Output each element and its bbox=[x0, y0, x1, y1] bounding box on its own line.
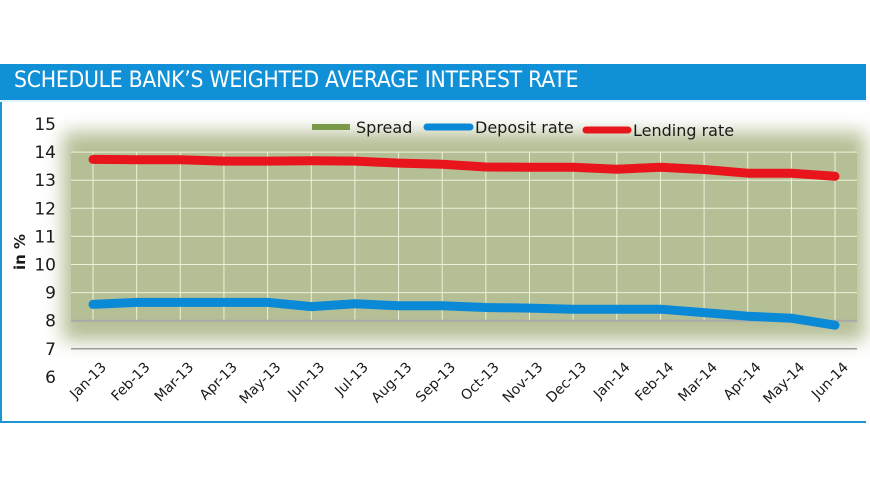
legend-label-spread: Spread bbox=[356, 118, 412, 137]
x-tick-Apr-14: Apr-14 bbox=[721, 359, 765, 403]
x-tick-May-13: May-13 bbox=[237, 360, 285, 408]
y-tick-labels: 6 7 8 9 10 11 12 13 14 15 bbox=[34, 115, 56, 388]
y-tick-9: 9 bbox=[45, 284, 56, 304]
x-tick-Oct-13: Oct-13 bbox=[458, 360, 503, 405]
x-tick-Jul-13: Jul-13 bbox=[332, 360, 372, 400]
y-tick-11: 11 bbox=[34, 227, 56, 247]
x-tick-Dec-13: Dec-13 bbox=[543, 360, 590, 407]
legend-item-deposit: Deposit rate bbox=[423, 118, 574, 137]
y-tick-13: 13 bbox=[34, 171, 56, 191]
legend: Spread Deposit rate Lending rate bbox=[312, 118, 734, 140]
legend-item-spread: Spread bbox=[312, 118, 412, 137]
y-tick-14: 14 bbox=[34, 143, 56, 163]
x-tick-Apr-13: Apr-13 bbox=[197, 360, 241, 404]
y-axis-label: in % bbox=[11, 234, 29, 270]
x-tick-May-14: May-14 bbox=[760, 359, 808, 407]
chart-header: SCHEDULE BANK’S WEIGHTED AVERAGE INTERES… bbox=[0, 64, 866, 100]
x-tick-Nov-13: Nov-13 bbox=[500, 360, 547, 407]
series-line-lending-rate bbox=[88, 154, 840, 181]
y-tick-8: 8 bbox=[45, 312, 56, 332]
legend-label-lending: Lending rate bbox=[633, 121, 734, 140]
x-tick-Sep-13: Sep-13 bbox=[413, 360, 459, 406]
legend-label-deposit: Deposit rate bbox=[475, 118, 574, 137]
chart-frame bbox=[0, 64, 866, 423]
x-tick-Jan-14: Jan-14 bbox=[590, 359, 634, 403]
x-tick-Feb-13: Feb-13 bbox=[108, 360, 153, 405]
y-tick-7: 7 bbox=[45, 340, 56, 360]
chart-title: SCHEDULE BANK’S WEIGHTED AVERAGE INTERES… bbox=[14, 68, 579, 93]
x-tick-Mar-14: Mar-14 bbox=[675, 359, 721, 405]
axes bbox=[71, 319, 858, 350]
series-line-deposit-rate bbox=[88, 297, 840, 330]
legend-item-lending: Lending rate bbox=[582, 121, 734, 140]
x-tick-Aug-13: Aug-13 bbox=[369, 360, 416, 407]
x-tick-Jun-14: Jun-14 bbox=[808, 359, 852, 403]
y-tick-12: 12 bbox=[34, 199, 56, 219]
y-tick-6: 6 bbox=[45, 368, 56, 388]
series-lines bbox=[88, 154, 840, 330]
x-tick-Jun-13: Jun-13 bbox=[284, 360, 328, 404]
x-tick-Feb-14: Feb-14 bbox=[632, 359, 677, 404]
x-tick-Mar-13: Mar-13 bbox=[152, 360, 198, 406]
gridlines bbox=[71, 151, 858, 321]
x-tick-Jan-13: Jan-13 bbox=[66, 360, 109, 403]
header-divider bbox=[0, 100, 866, 102]
y-tick-15: 15 bbox=[34, 115, 56, 135]
y-tick-10: 10 bbox=[34, 256, 56, 276]
